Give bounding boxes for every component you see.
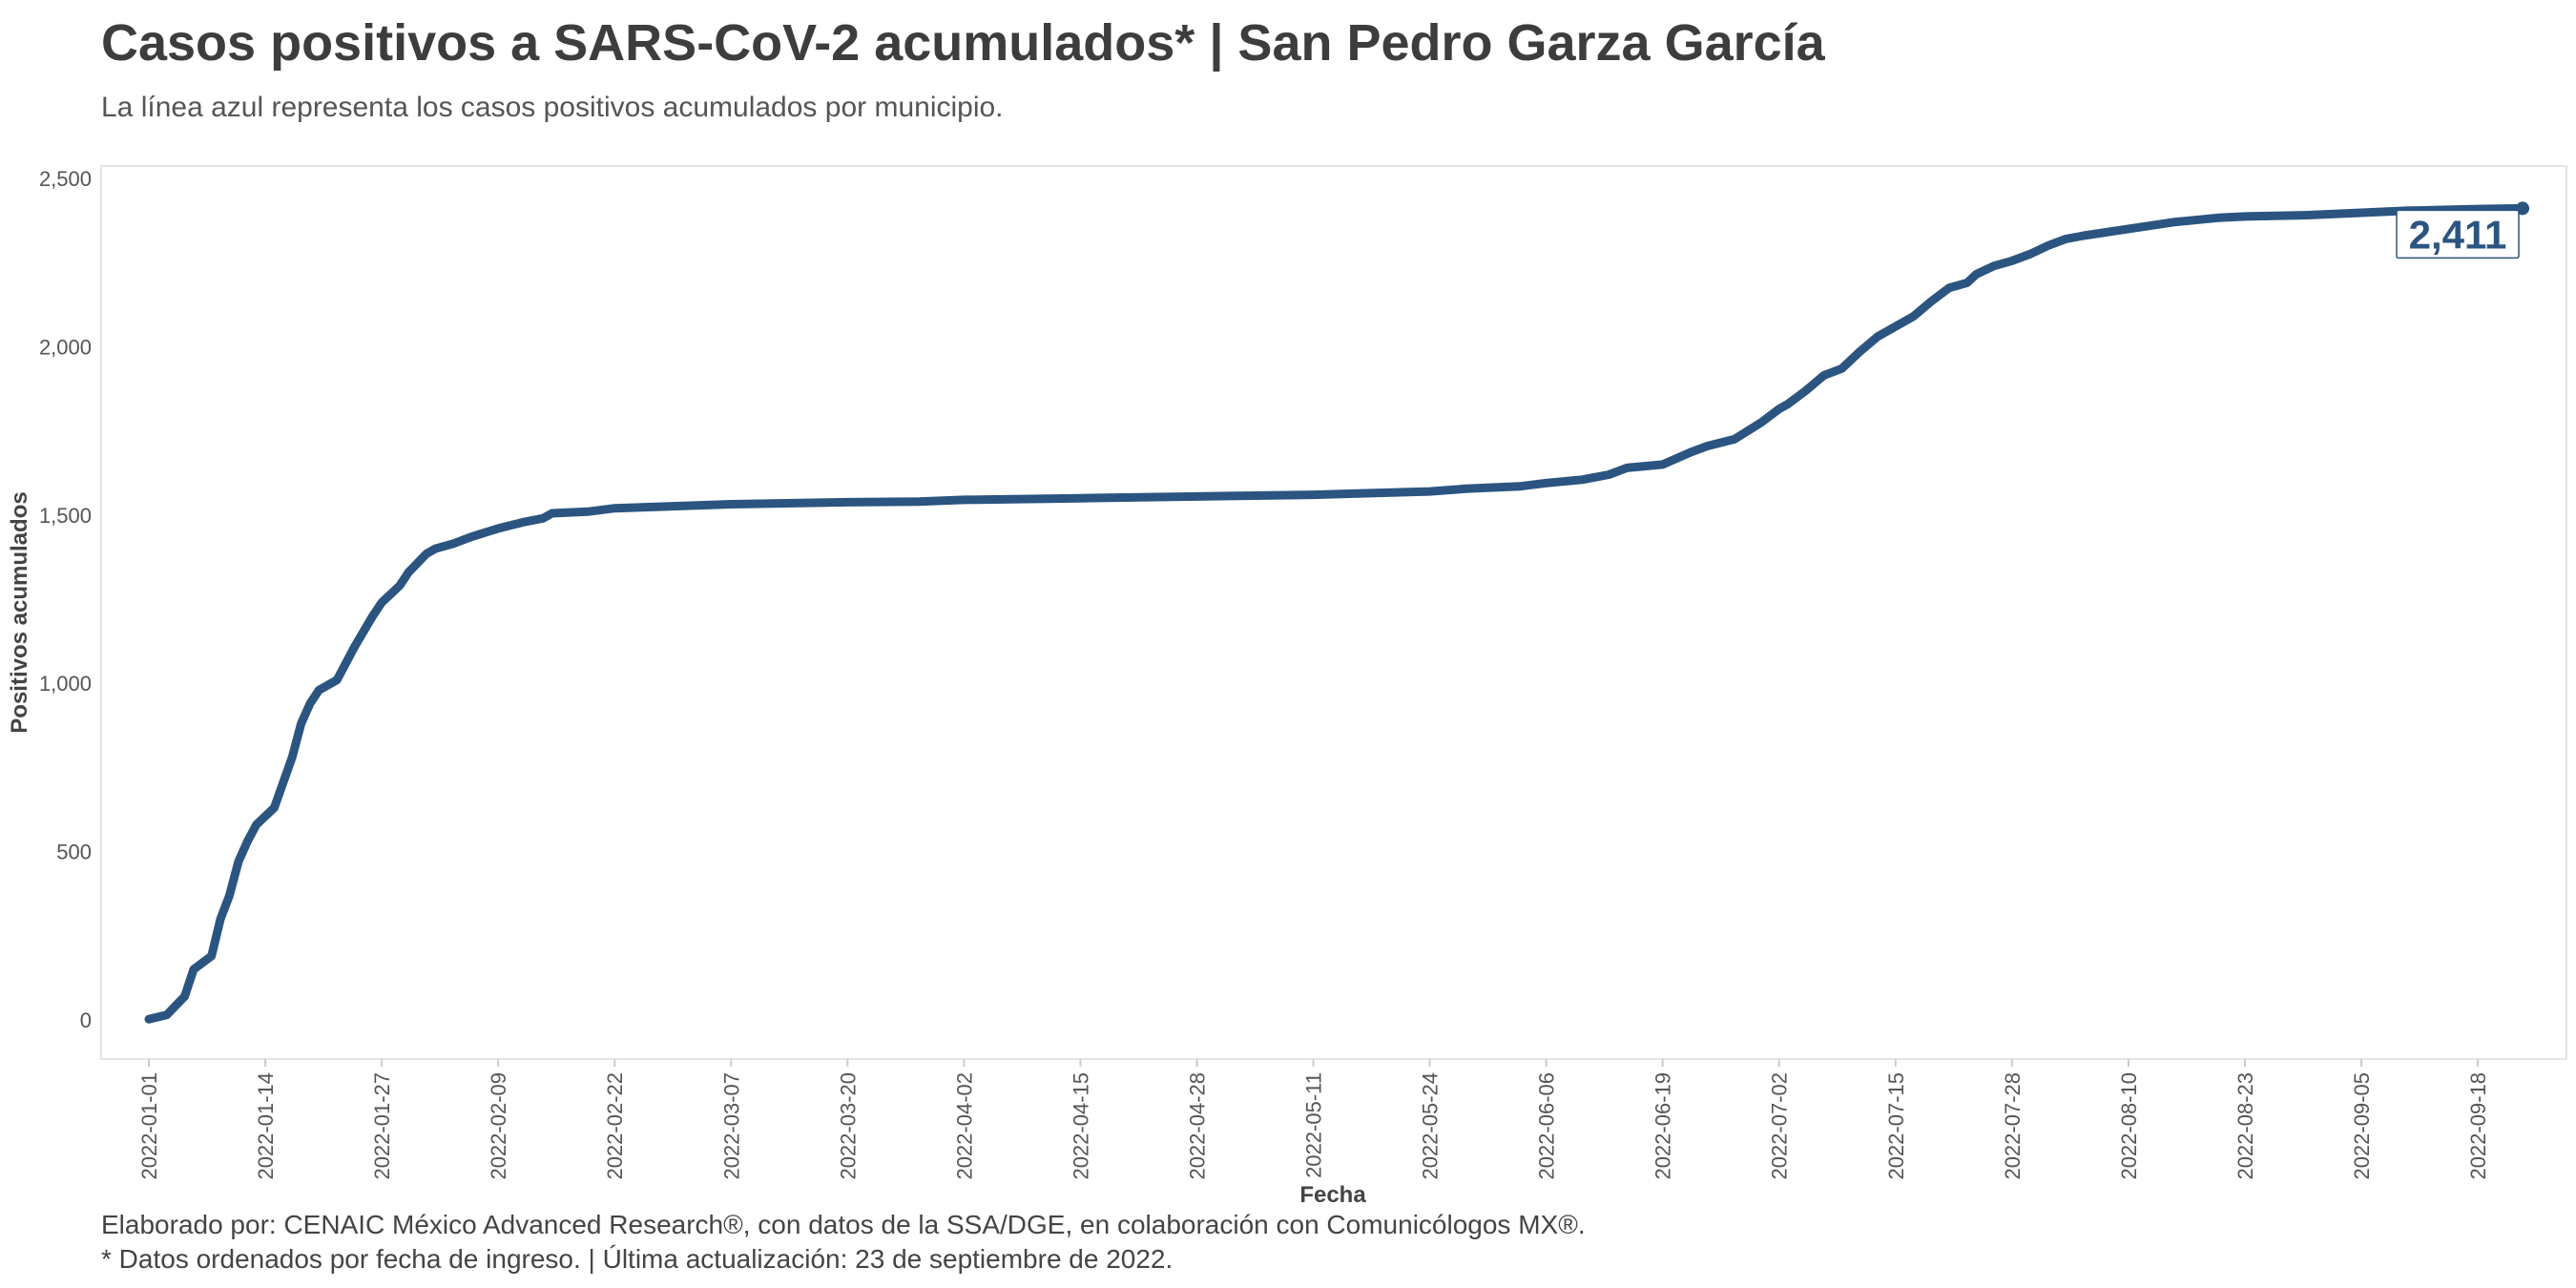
x-tick-label: 2022-04-15 xyxy=(1069,1072,1092,1180)
x-tick-label: 2022-05-24 xyxy=(1419,1072,1443,1180)
y-axis-ticks: 0 500 1,000 1,500 2,000 2,500 xyxy=(39,167,92,1032)
end-label-box xyxy=(2396,209,2520,260)
x-tick-label: 2022-06-19 xyxy=(1652,1072,1675,1180)
x-axis-ticks: 2022-01-01 2022-01-14 2022-01-27 2022-02-09… xyxy=(137,1059,2490,1180)
end-label: 2,411 xyxy=(2409,212,2507,257)
x-tick-label: 2022-03-07 xyxy=(719,1072,743,1180)
y-axis-label: Positivos acumulados xyxy=(7,491,32,733)
chart-subtitle: La línea azul representa los casos posit… xyxy=(101,92,1004,123)
y-tick-label: 1,500 xyxy=(39,504,92,528)
y-tick-label: 500 xyxy=(56,841,92,864)
x-tick-label: 2022-07-28 xyxy=(2001,1072,2025,1180)
caption-source: Elaborado por: CENAIC México Advanced Re… xyxy=(101,1210,1586,1239)
x-tick-label: 2022-08-10 xyxy=(2117,1072,2141,1180)
chart-title: Casos positivos a SARS-CoV-2 acumulados*… xyxy=(101,14,1825,72)
x-tick-label: 2022-02-22 xyxy=(603,1072,627,1180)
x-tick-label: 2022-01-01 xyxy=(137,1072,161,1180)
x-tick-label: 2022-06-06 xyxy=(1535,1072,1559,1180)
x-tick-label: 2022-01-27 xyxy=(370,1072,394,1180)
x-axis-label: Fecha xyxy=(1299,1182,1366,1208)
caption-note: * Datos ordenados por fecha de ingreso. … xyxy=(101,1244,1174,1274)
x-tick-label: 2022-09-18 xyxy=(2466,1072,2490,1180)
plot-panel xyxy=(100,165,2567,1060)
y-tick-label: 0 xyxy=(80,1008,92,1032)
x-tick-label: 2022-03-20 xyxy=(836,1072,860,1180)
y-tick-label: 2,500 xyxy=(39,167,92,191)
series-line xyxy=(144,203,2527,1024)
x-tick-label: 2022-04-02 xyxy=(952,1072,976,1180)
x-tick-label: 2022-04-28 xyxy=(1185,1072,1209,1180)
x-tick-label: 2022-02-09 xyxy=(487,1072,510,1180)
x-tick-label: 2022-07-15 xyxy=(1884,1072,1908,1180)
x-tick-label: 2022-09-05 xyxy=(2350,1072,2374,1180)
x-tick-label: 2022-01-14 xyxy=(254,1072,278,1180)
x-tick-label: 2022-05-11 xyxy=(1302,1072,1326,1178)
x-tick-label: 2022-07-02 xyxy=(1768,1072,1792,1180)
y-tick-label: 1,000 xyxy=(39,672,92,696)
y-tick-label: 2,000 xyxy=(39,335,92,359)
x-tick-label: 2022-08-23 xyxy=(2233,1072,2257,1180)
